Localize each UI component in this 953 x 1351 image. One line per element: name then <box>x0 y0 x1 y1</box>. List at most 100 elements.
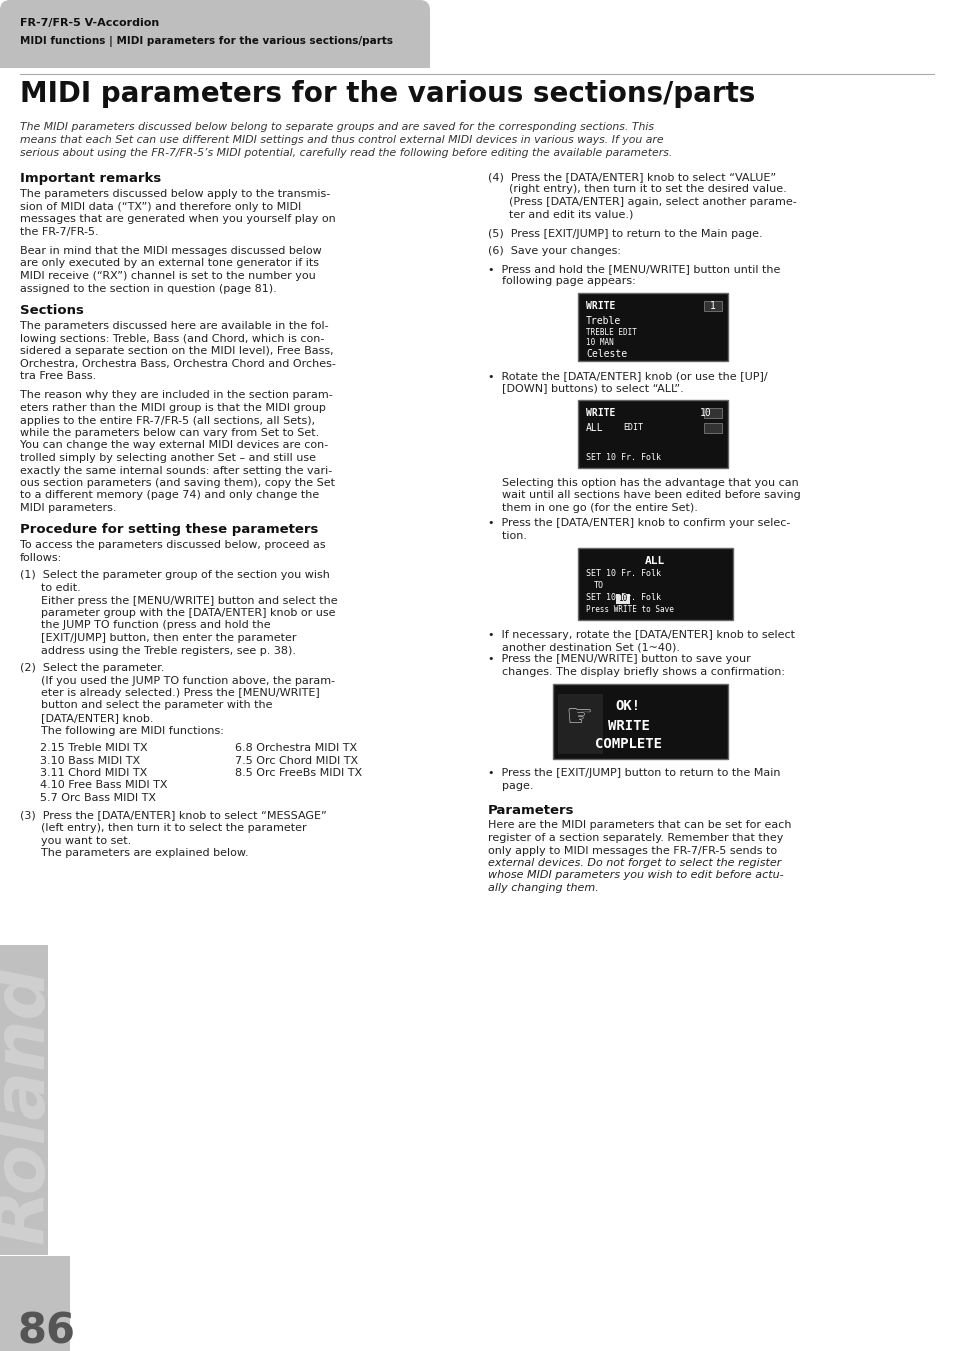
Text: Selecting this option has the advantage that you can: Selecting this option has the advantage … <box>488 478 798 488</box>
Text: (1)  Select the parameter group of the section you wish: (1) Select the parameter group of the se… <box>20 570 330 581</box>
Text: ally changing them.: ally changing them. <box>488 884 598 893</box>
Text: 5.7 Orc Bass MIDI TX: 5.7 Orc Bass MIDI TX <box>40 793 156 802</box>
Text: exactly the same internal sounds: after setting the vari-: exactly the same internal sounds: after … <box>20 466 332 476</box>
Text: To access the parameters discussed below, proceed as: To access the parameters discussed below… <box>20 540 325 550</box>
Text: address using the Treble registers, see p. 38).: address using the Treble registers, see … <box>20 646 295 655</box>
Text: (If you used the JUMP TO function above, the param-: (If you used the JUMP TO function above,… <box>20 676 335 685</box>
Text: 6.8 Orchestra MIDI TX: 6.8 Orchestra MIDI TX <box>234 743 356 753</box>
Text: EDIT: EDIT <box>622 423 642 432</box>
Text: TREBLE EDIT: TREBLE EDIT <box>585 328 637 336</box>
Bar <box>703 301 721 311</box>
Text: FR-7/FR-5 V-Accordion: FR-7/FR-5 V-Accordion <box>20 18 159 28</box>
Text: 7.5 Orc Chord MIDI TX: 7.5 Orc Chord MIDI TX <box>234 755 357 766</box>
Text: MIDI parameters.: MIDI parameters. <box>20 503 116 513</box>
Text: ous section parameters (and saving them), copy the Set: ous section parameters (and saving them)… <box>20 478 335 488</box>
Bar <box>558 693 602 754</box>
Text: 10: 10 <box>700 408 711 417</box>
Text: ter and edit its value.): ter and edit its value.) <box>488 209 633 219</box>
Text: •  Rotate the [DATA/ENTER] knob (or use the [UP]/: • Rotate the [DATA/ENTER] knob (or use t… <box>488 372 767 381</box>
Text: tion.: tion. <box>488 531 526 540</box>
Text: serious about using the FR-7/FR-5’s MIDI potential, carefully read the following: serious about using the FR-7/FR-5’s MIDI… <box>20 149 672 158</box>
Text: The MIDI parameters discussed below belong to separate groups and are saved for : The MIDI parameters discussed below belo… <box>20 122 654 132</box>
Text: button and select the parameter with the: button and select the parameter with the <box>20 701 273 711</box>
Text: (3)  Press the [DATA/ENTER] knob to select “MESSAGE”: (3) Press the [DATA/ENTER] knob to selec… <box>20 811 327 820</box>
Text: register of a section separately. Remember that they: register of a section separately. Rememb… <box>488 834 782 843</box>
Text: WRITE: WRITE <box>585 301 615 311</box>
Text: eter is already selected.) Press the [MENU/WRITE]: eter is already selected.) Press the [ME… <box>20 688 319 698</box>
Text: follows:: follows: <box>20 553 62 563</box>
FancyBboxPatch shape <box>0 0 430 68</box>
Text: you want to set.: you want to set. <box>20 835 132 846</box>
Text: (4)  Press the [DATA/ENTER] knob to select “VALUE”: (4) Press the [DATA/ENTER] knob to selec… <box>488 172 776 182</box>
Text: changes. The display briefly shows a confirmation:: changes. The display briefly shows a con… <box>488 667 784 677</box>
Text: assigned to the section in question (page 81).: assigned to the section in question (pag… <box>20 284 276 293</box>
Text: means that each Set can use different MIDI settings and thus control external MI: means that each Set can use different MI… <box>20 135 663 145</box>
Text: are only executed by an external tone generator if its: are only executed by an external tone ge… <box>20 258 318 269</box>
Text: [EXIT/JUMP] button, then enter the parameter: [EXIT/JUMP] button, then enter the param… <box>20 634 296 643</box>
Text: whose MIDI parameters you wish to edit before actu-: whose MIDI parameters you wish to edit b… <box>488 870 782 881</box>
Text: OK!: OK! <box>615 700 639 713</box>
Text: •  Press the [DATA/ENTER] knob to confirm your selec-: • Press the [DATA/ENTER] knob to confirm… <box>488 519 789 528</box>
Bar <box>578 293 727 361</box>
Text: eters rather than the MIDI group is that the MIDI group: eters rather than the MIDI group is that… <box>20 403 326 413</box>
Bar <box>703 408 721 417</box>
Text: Treble: Treble <box>585 316 620 326</box>
Text: sion of MIDI data (“TX”) and therefore only to MIDI: sion of MIDI data (“TX”) and therefore o… <box>20 201 301 212</box>
Text: sidered a separate section on the MIDI level), Free Bass,: sidered a separate section on the MIDI l… <box>20 346 334 357</box>
Text: [DOWN] buttons) to select “ALL”.: [DOWN] buttons) to select “ALL”. <box>488 384 683 393</box>
Text: WRITE: WRITE <box>607 719 649 732</box>
Text: •  Press the [MENU/WRITE] button to save your: • Press the [MENU/WRITE] button to save … <box>488 654 750 665</box>
Text: another destination Set (1~40).: another destination Set (1~40). <box>488 642 679 653</box>
Text: Roland: Roland <box>0 966 58 1244</box>
Text: 10: 10 <box>618 594 627 603</box>
Text: ☞: ☞ <box>564 704 592 732</box>
Text: Here are the MIDI parameters that can be set for each: Here are the MIDI parameters that can be… <box>488 820 791 831</box>
Text: the FR-7/FR-5.: the FR-7/FR-5. <box>20 227 98 236</box>
Text: SET 10 Fr. Folk: SET 10 Fr. Folk <box>585 570 660 578</box>
Text: 8.5 Orc FreeBs MIDI TX: 8.5 Orc FreeBs MIDI TX <box>234 767 362 778</box>
Text: (2)  Select the parameter.: (2) Select the parameter. <box>20 663 164 673</box>
Text: 3.10 Bass MIDI TX: 3.10 Bass MIDI TX <box>40 755 140 766</box>
Text: Parameters: Parameters <box>488 804 574 816</box>
Text: Either press the [MENU/WRITE] button and select the: Either press the [MENU/WRITE] button and… <box>20 596 337 605</box>
Text: [DATA/ENTER] knob.: [DATA/ENTER] knob. <box>20 713 153 723</box>
Text: (5)  Press [EXIT/JUMP] to return to the Main page.: (5) Press [EXIT/JUMP] to return to the M… <box>488 230 761 239</box>
Bar <box>0 1256 70 1351</box>
Text: (Press [DATA/ENTER] again, select another parame-: (Press [DATA/ENTER] again, select anothe… <box>488 197 796 207</box>
Bar <box>578 400 727 467</box>
Text: ALL: ALL <box>644 555 664 566</box>
Text: (left entry), then turn it to select the parameter: (left entry), then turn it to select the… <box>20 823 306 834</box>
Text: following page appears:: following page appears: <box>488 277 635 286</box>
Text: 3.11 Chord MIDI TX: 3.11 Chord MIDI TX <box>40 767 147 778</box>
Text: •  Press and hold the [MENU/WRITE] button until the: • Press and hold the [MENU/WRITE] button… <box>488 263 780 274</box>
Text: ALL: ALL <box>585 423 603 434</box>
Text: external devices. Do not forget to select the register: external devices. Do not forget to selec… <box>488 858 781 867</box>
Text: Important remarks: Important remarks <box>20 172 161 185</box>
Text: The parameters are explained below.: The parameters are explained below. <box>20 848 249 858</box>
Text: applies to the entire FR-7/FR-5 (all sections, all Sets),: applies to the entire FR-7/FR-5 (all sec… <box>20 416 314 426</box>
Text: You can change the way external MIDI devices are con-: You can change the way external MIDI dev… <box>20 440 328 450</box>
Text: Sections: Sections <box>20 304 84 317</box>
Text: COMPLETE: COMPLETE <box>595 738 661 751</box>
Text: Bear in mind that the MIDI messages discussed below: Bear in mind that the MIDI messages disc… <box>20 246 321 255</box>
Text: Celeste: Celeste <box>585 349 626 359</box>
Text: The parameters discussed here are available in the fol-: The parameters discussed here are availa… <box>20 322 328 331</box>
Text: to a different memory (page 74) and only change the: to a different memory (page 74) and only… <box>20 490 319 500</box>
Text: wait until all sections have been edited before saving: wait until all sections have been edited… <box>488 490 800 500</box>
Text: TO: TO <box>594 581 603 590</box>
Text: tra Free Bass.: tra Free Bass. <box>20 372 96 381</box>
Text: 86: 86 <box>18 1310 76 1351</box>
Text: MIDI receive (“RX”) channel is set to the number you: MIDI receive (“RX”) channel is set to th… <box>20 272 315 281</box>
Text: 1: 1 <box>709 301 716 311</box>
Bar <box>703 423 721 434</box>
Text: Procedure for setting these parameters: Procedure for setting these parameters <box>20 523 318 536</box>
Bar <box>0 32 430 68</box>
Text: MIDI parameters for the various sections/parts: MIDI parameters for the various sections… <box>20 80 755 108</box>
Text: WRITE: WRITE <box>585 408 615 417</box>
Text: lowing sections: Treble, Bass (and Chord, which is con-: lowing sections: Treble, Bass (and Chord… <box>20 334 324 343</box>
Text: the JUMP TO function (press and hold the: the JUMP TO function (press and hold the <box>20 620 271 631</box>
Text: trolled simply by selecting another Set – and still use: trolled simply by selecting another Set … <box>20 453 315 463</box>
Text: Press WRITE to Save: Press WRITE to Save <box>585 605 673 615</box>
Text: page.: page. <box>488 781 533 790</box>
Text: them in one go (for the entire Set).: them in one go (for the entire Set). <box>488 503 698 513</box>
